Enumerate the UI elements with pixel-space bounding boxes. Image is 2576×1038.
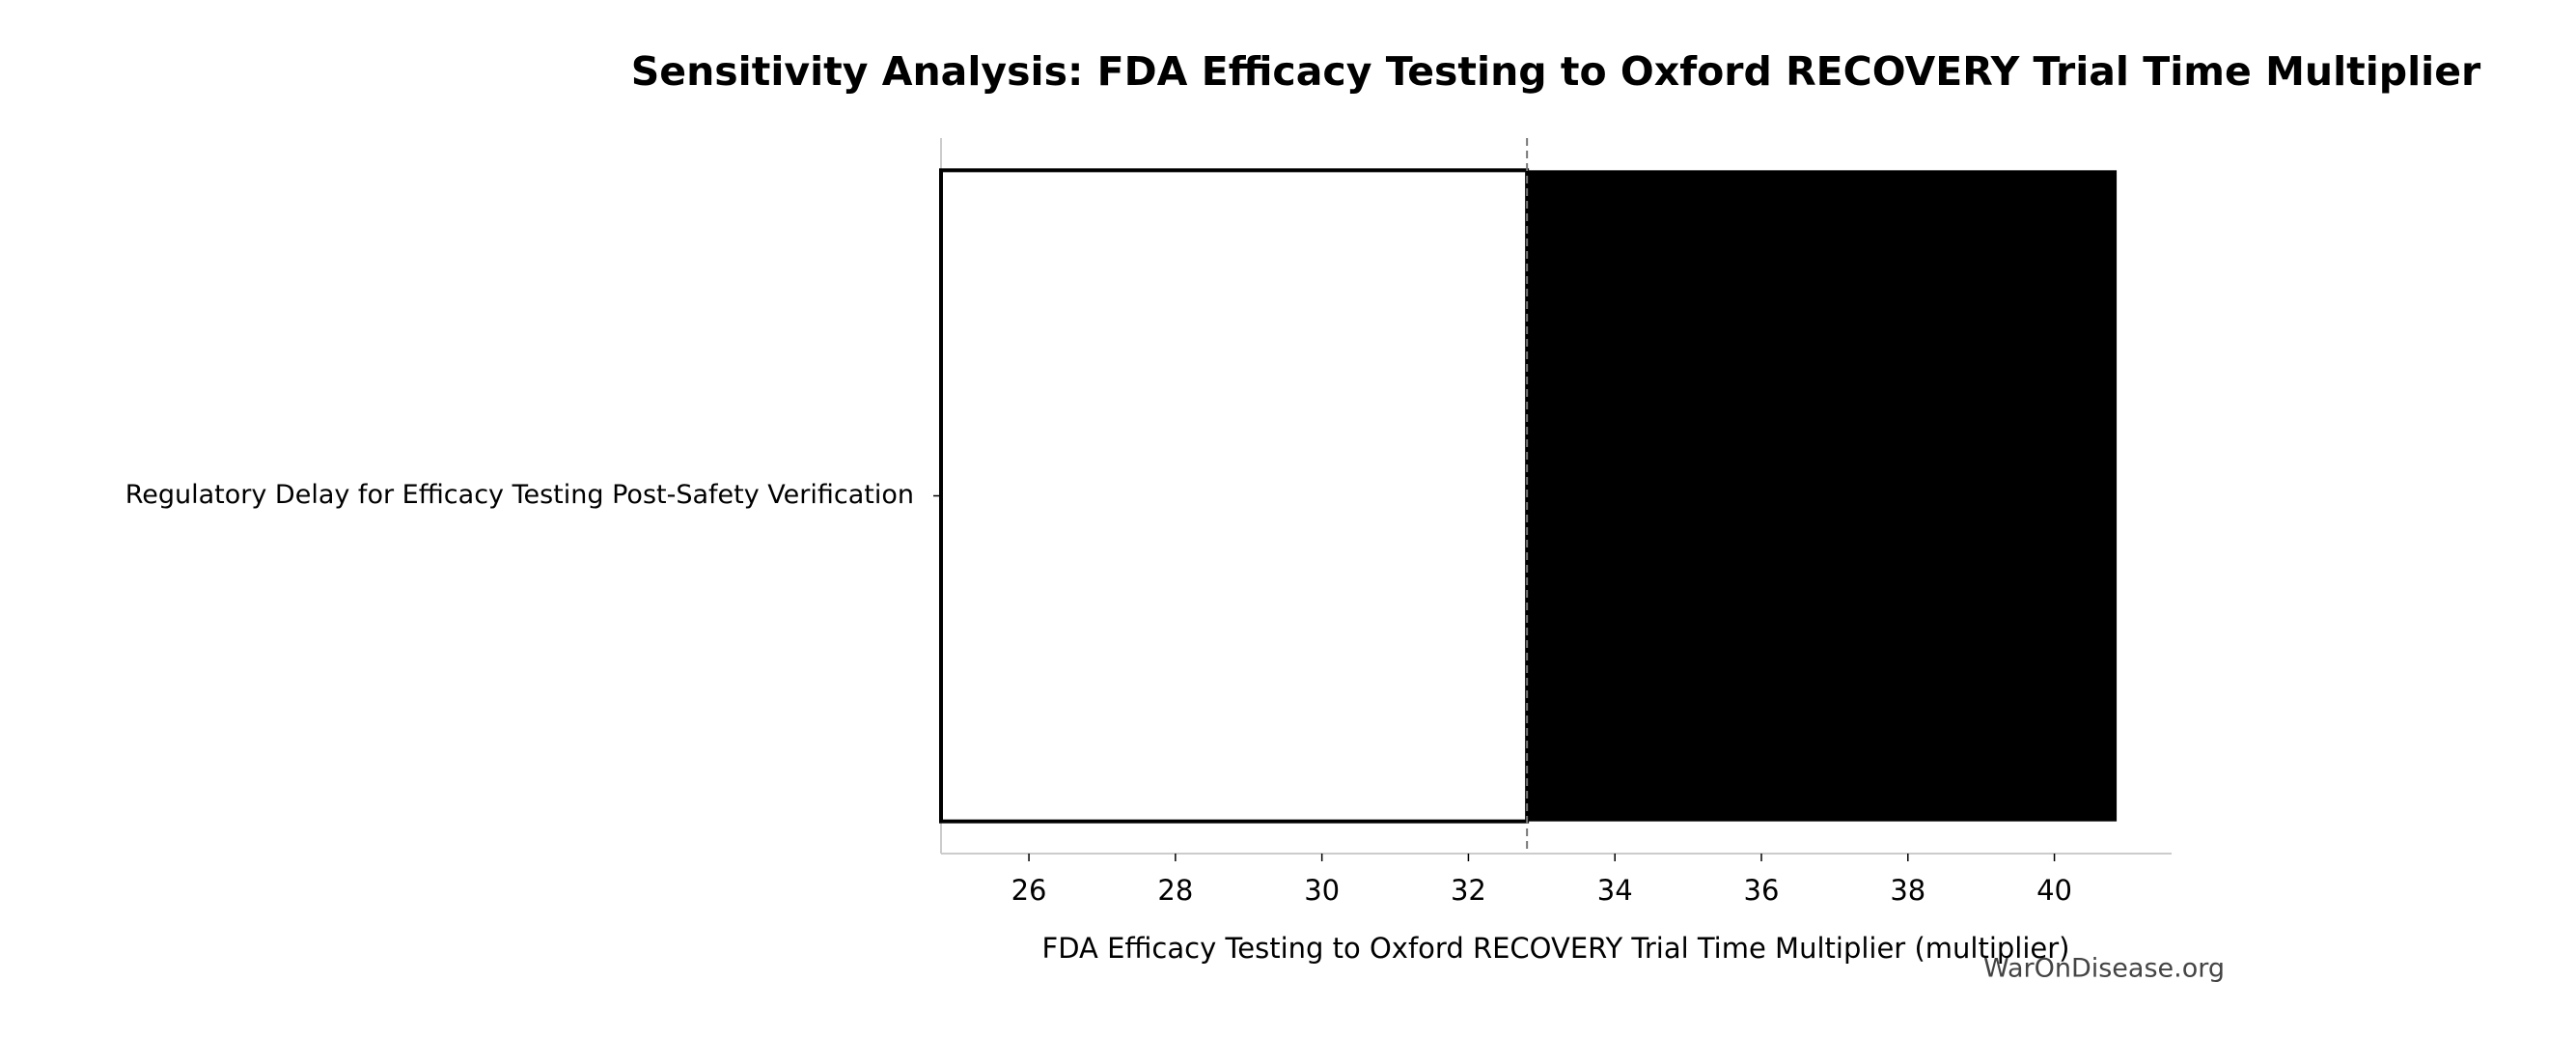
chart-title: Sensitivity Analysis: FDA Efficacy Testi… <box>631 48 2481 95</box>
x-axis-label: FDA Efficacy Testing to Oxford RECOVERY … <box>1042 932 2070 965</box>
x-tick-label: 28 <box>1157 874 1193 907</box>
x-tick-label: 30 <box>1304 874 1340 907</box>
watermark: WarOnDisease.org <box>1983 954 2225 984</box>
low-bar <box>939 168 1530 824</box>
y-tick-label: Regulatory Delay for Efficacy Testing Po… <box>125 480 914 510</box>
x-tick-label: 32 <box>1451 874 1486 907</box>
x-tick-label: 38 <box>1890 874 1925 907</box>
x-tick-label: 36 <box>1744 874 1780 907</box>
x-tick-label: 34 <box>1597 874 1633 907</box>
x-tick-label: 26 <box>1011 874 1047 907</box>
high-bar <box>1527 170 2118 822</box>
x-tick-label: 40 <box>2036 874 2072 907</box>
